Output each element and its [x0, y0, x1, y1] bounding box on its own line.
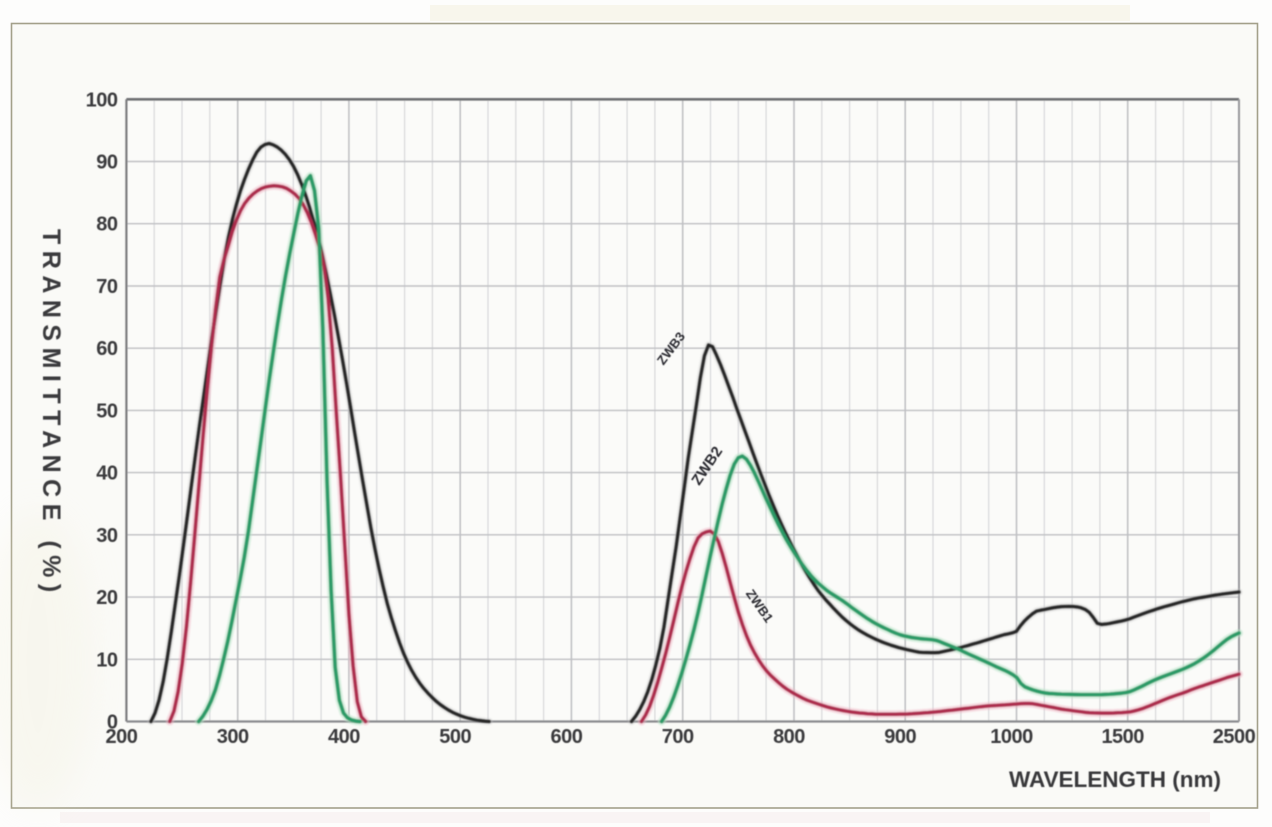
svg-text:300: 300 [217, 726, 249, 748]
svg-text:500: 500 [439, 726, 471, 748]
svg-text:100: 100 [86, 89, 118, 111]
svg-text:70: 70 [96, 276, 118, 298]
svg-text:80: 80 [96, 214, 118, 236]
svg-text:40: 40 [96, 463, 118, 485]
svg-text:20: 20 [96, 587, 118, 609]
svg-text:30: 30 [96, 525, 118, 547]
svg-text:1000: 1000 [990, 726, 1033, 748]
svg-text:900: 900 [884, 726, 916, 748]
svg-text:10: 10 [96, 649, 118, 671]
svg-text:0: 0 [107, 712, 118, 734]
svg-text:600: 600 [550, 726, 582, 748]
svg-text:1500: 1500 [1101, 726, 1144, 748]
svg-text:400: 400 [328, 726, 360, 748]
svg-text:700: 700 [662, 726, 694, 748]
svg-text:2500: 2500 [1213, 726, 1256, 748]
svg-text:800: 800 [773, 726, 805, 748]
svg-text:60: 60 [96, 338, 118, 360]
svg-text:200: 200 [105, 726, 137, 748]
svg-text:TRANSMITTANCE (%): TRANSMITTANCE (%) [37, 229, 65, 599]
svg-text:90: 90 [96, 152, 118, 174]
svg-text:50: 50 [96, 400, 118, 422]
svg-text:WAVELENGTH (nm): WAVELENGTH (nm) [1009, 767, 1221, 792]
